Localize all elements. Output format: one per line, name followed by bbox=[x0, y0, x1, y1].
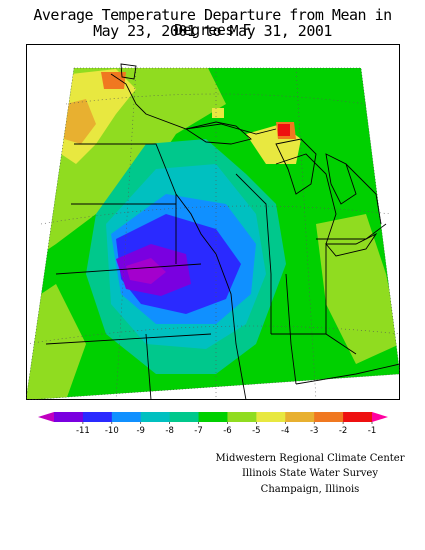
great-lakes-outline bbox=[120, 63, 378, 257]
credit-location: Champaign, Illinois bbox=[260, 484, 360, 495]
legend-tick-label: -11 bbox=[76, 426, 90, 436]
legend-tick-label: -7 bbox=[194, 426, 202, 436]
legend-tick-label: -1 bbox=[368, 426, 376, 436]
legend-tick-label: -5 bbox=[252, 426, 260, 436]
credit-survey: Illinois State Water Survey bbox=[241, 468, 378, 479]
graticule bbox=[26, 67, 400, 400]
legend-tick-label: -2 bbox=[339, 426, 347, 436]
legend-colorbar: -11-10-9-8-7-6-5-4-3-2-10 bbox=[38, 412, 388, 436]
legend-color-swatch bbox=[54, 412, 84, 422]
legend-tick-label: -10 bbox=[105, 426, 119, 436]
legend-color-swatch bbox=[314, 412, 344, 422]
legend-color-swatch bbox=[111, 412, 142, 422]
credit-organization: Midwestern Regional Climate Center bbox=[215, 453, 405, 464]
temperature-departure-map bbox=[26, 44, 400, 400]
map-title: Average Temperature Departure from Mean … bbox=[33, 6, 392, 39]
legend-color-swatch bbox=[343, 412, 373, 422]
legend-tick-label: -3 bbox=[310, 426, 318, 436]
legend-color-swatch bbox=[82, 412, 113, 422]
legend-color-swatch bbox=[256, 412, 286, 422]
legend-color-swatch bbox=[285, 412, 315, 422]
legend-color-swatch bbox=[198, 412, 228, 422]
legend-color-swatch bbox=[169, 412, 200, 422]
departure-shading bbox=[26, 68, 400, 400]
state-boundaries bbox=[45, 73, 400, 400]
legend-tick-label: -4 bbox=[281, 426, 289, 436]
legend-tick-label: -6 bbox=[223, 426, 231, 436]
legend-low-cap bbox=[38, 412, 54, 422]
legend-high-cap bbox=[372, 412, 388, 422]
legend-tick-label: -9 bbox=[136, 426, 144, 436]
legend-color-swatch bbox=[227, 412, 257, 422]
legend-color-swatch bbox=[140, 412, 171, 422]
map-date-range: May 23, 2001 to May 31, 2001 bbox=[93, 22, 332, 40]
legend-tick-label: -8 bbox=[165, 426, 173, 436]
